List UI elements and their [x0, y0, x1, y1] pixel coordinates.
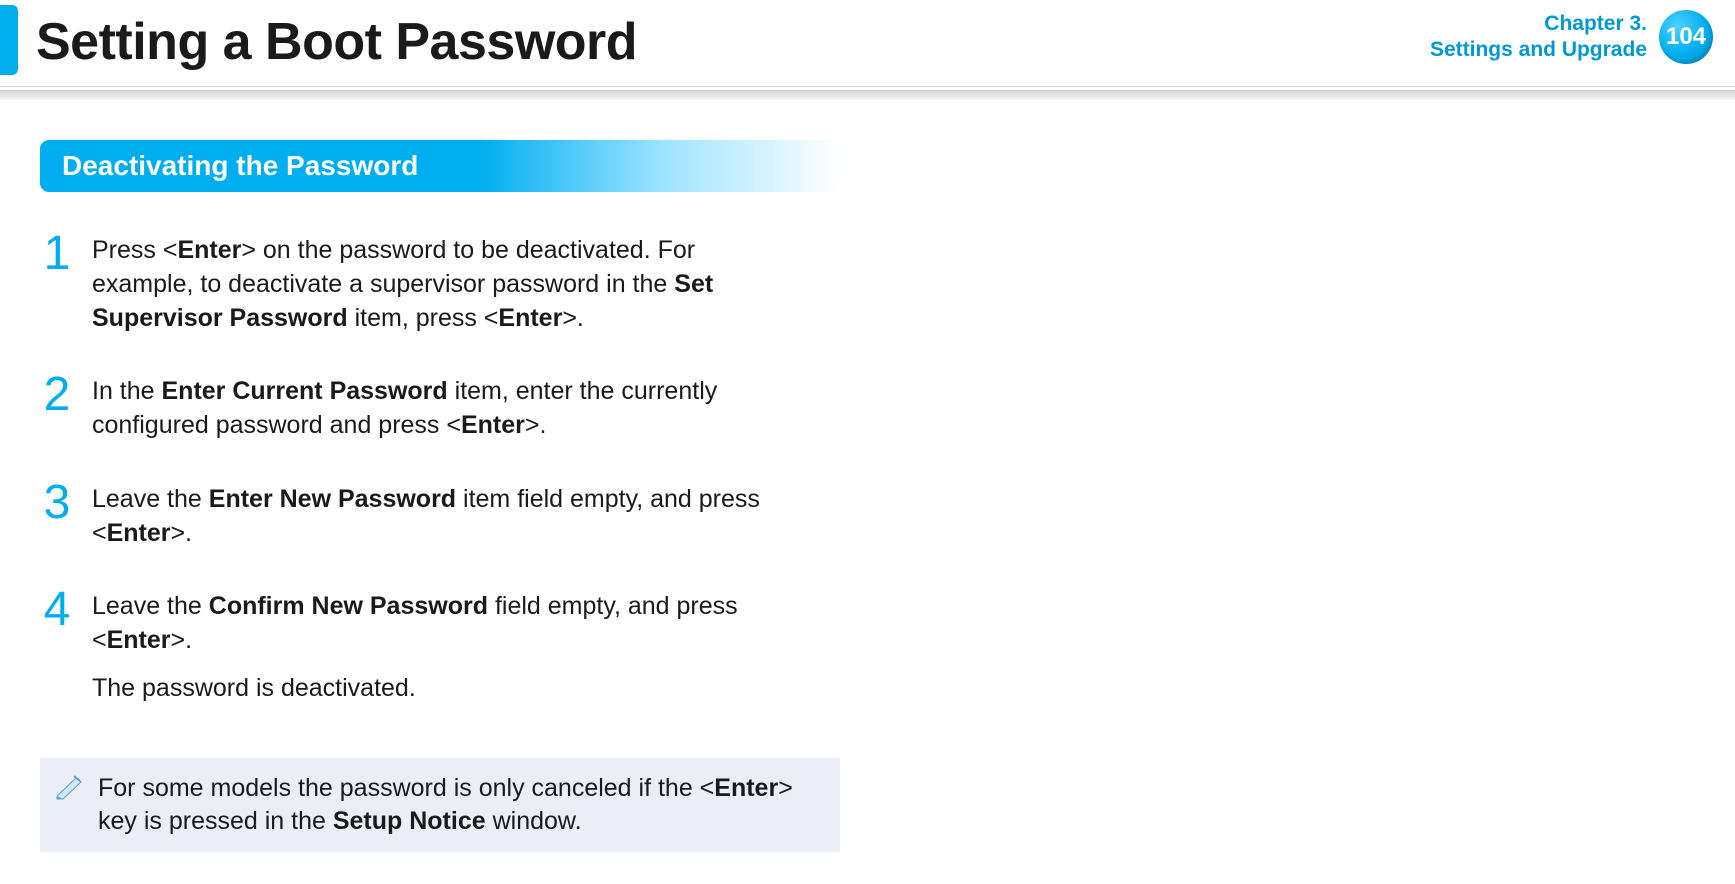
title-bar: Setting a Boot Password — [0, 0, 637, 80]
page-number-badge: 104 — [1659, 10, 1713, 64]
header-divider — [0, 86, 1735, 100]
step-text: Leave the Confirm New Password field emp… — [92, 590, 772, 658]
steps-list: 1Press <Enter> on the password to be dea… — [40, 234, 840, 706]
accent-tab — [0, 5, 18, 75]
note-icon — [54, 774, 84, 800]
step: 2 In the Enter Current Password item, ent… — [40, 375, 840, 443]
step-number: 4 — [40, 590, 74, 705]
page-title: Setting a Boot Password — [36, 12, 637, 68]
step-body: Leave the Confirm New Password field emp… — [92, 590, 772, 705]
chapter-block: Chapter 3. Settings and Upgrade 104 — [1430, 10, 1713, 64]
step-text: Leave the Enter New Password item field … — [92, 483, 772, 551]
step-number: 1 — [40, 234, 74, 335]
step: 1Press <Enter> on the password to be dea… — [40, 234, 840, 335]
step: 3 Leave the Enter New Password item field… — [40, 483, 840, 551]
content-column: Deactivating the Password 1Press <Enter>… — [0, 92, 880, 852]
step-text: Press <Enter> on the password to be deac… — [92, 234, 772, 335]
step-number: 2 — [40, 375, 74, 443]
step: 4 Leave the Confirm New Password field em… — [40, 590, 840, 705]
section-heading: Deactivating the Password — [40, 140, 840, 192]
step-text: In the Enter Current Password item, ente… — [92, 375, 772, 443]
page-header: Setting a Boot Password Chapter 3. Setti… — [0, 0, 1735, 92]
step-body: Leave the Enter New Password item field … — [92, 483, 772, 551]
note-text: For some models the password is only can… — [98, 772, 822, 838]
step-body: Press <Enter> on the password to be deac… — [92, 234, 772, 335]
step-number: 3 — [40, 483, 74, 551]
note-box: For some models the password is only can… — [40, 758, 840, 852]
step-extra-text: The password is deactivated. — [92, 672, 772, 706]
chapter-label: Chapter 3. Settings and Upgrade — [1430, 11, 1647, 64]
chapter-line-2: Settings and Upgrade — [1430, 37, 1647, 63]
chapter-line-1: Chapter 3. — [1430, 11, 1647, 37]
step-body: In the Enter Current Password item, ente… — [92, 375, 772, 443]
